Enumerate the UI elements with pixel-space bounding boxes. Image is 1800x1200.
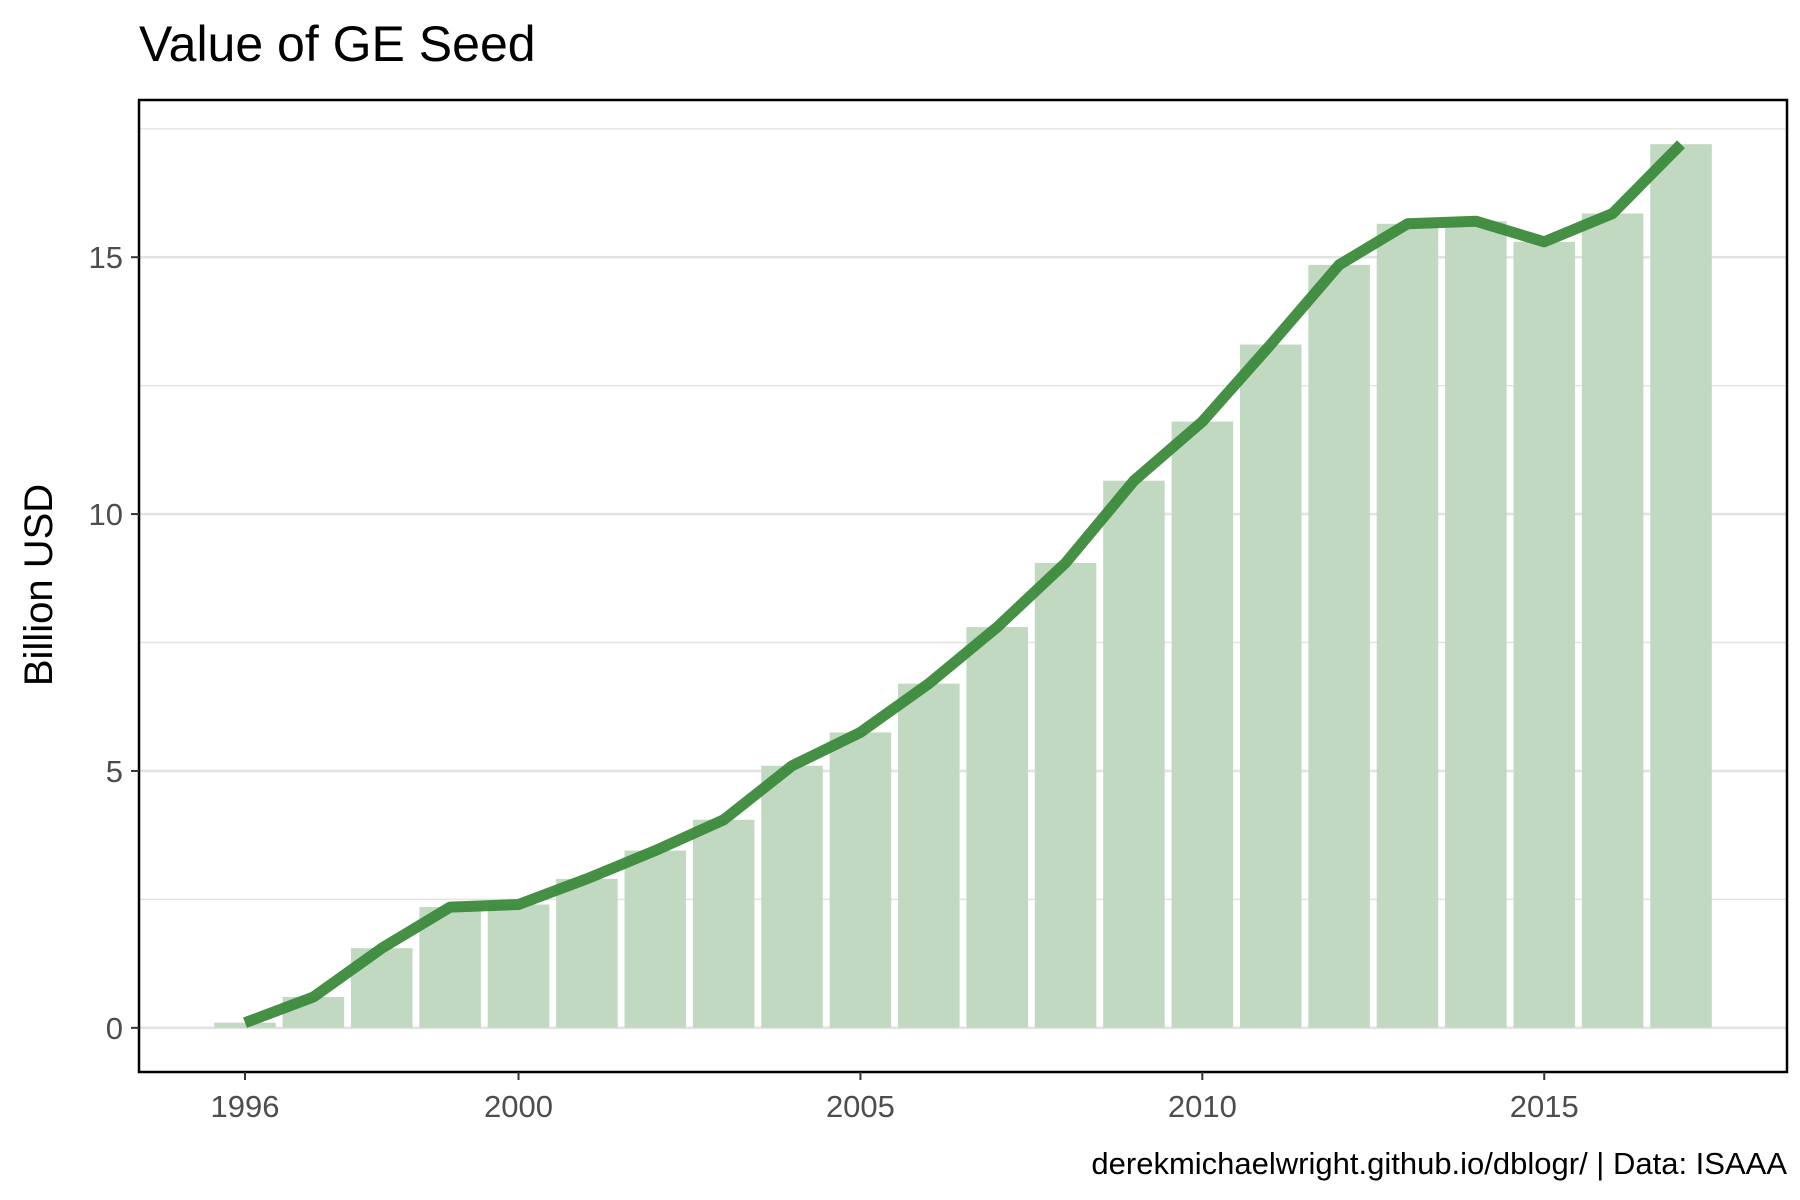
chart-title: Value of GE Seed — [139, 16, 536, 72]
x-axis: 1996 2000 2005 2010 2015 — [211, 1072, 1579, 1124]
bar-2013 — [1376, 223, 1439, 1028]
x-tick-label: 2010 — [1168, 1089, 1237, 1124]
bar-2016 — [1581, 213, 1644, 1028]
bar-2004 — [761, 765, 823, 1028]
x-tick-label: 2005 — [826, 1089, 895, 1124]
y-tick-label: 5 — [106, 754, 123, 789]
bar-2011 — [1239, 344, 1302, 1028]
bar-2005 — [829, 732, 892, 1028]
bar-2007 — [966, 627, 1028, 1028]
bars — [214, 144, 1712, 1028]
bar-2000 — [487, 904, 550, 1028]
bar-2009 — [1103, 480, 1165, 1028]
series-line — [243, 140, 1685, 1028]
bar-2014 — [1445, 221, 1507, 1028]
bar-1999 — [419, 907, 481, 1028]
x-tick-label: 2000 — [484, 1089, 553, 1124]
bar-2003 — [692, 819, 755, 1028]
bar-2012 — [1308, 264, 1370, 1028]
y-tick-label: 0 — [106, 1011, 123, 1046]
grid-lines — [139, 128, 1787, 1030]
bar-2008 — [1034, 562, 1097, 1028]
y-tick-label: 10 — [89, 497, 123, 532]
bar-2015 — [1513, 241, 1576, 1028]
bar-2006 — [898, 683, 960, 1028]
bar-2017 — [1650, 144, 1712, 1028]
bar-2001 — [556, 878, 618, 1028]
x-tick-label: 2015 — [1510, 1089, 1579, 1124]
bar-1996 — [214, 1022, 276, 1028]
y-axis: 0 5 10 15 — [89, 240, 139, 1046]
panel-border — [137, 98, 1789, 1074]
x-tick-label: 1996 — [211, 1089, 280, 1124]
y-tick-label: 15 — [89, 240, 123, 275]
bar-2002 — [624, 850, 687, 1028]
bar-2010 — [1171, 421, 1234, 1028]
series-line-path — [243, 140, 1685, 1028]
chart-caption: derekmichaelwright.github.io/dblogr/ | D… — [1091, 1146, 1787, 1181]
y-axis-label: Billion USD — [17, 484, 61, 686]
